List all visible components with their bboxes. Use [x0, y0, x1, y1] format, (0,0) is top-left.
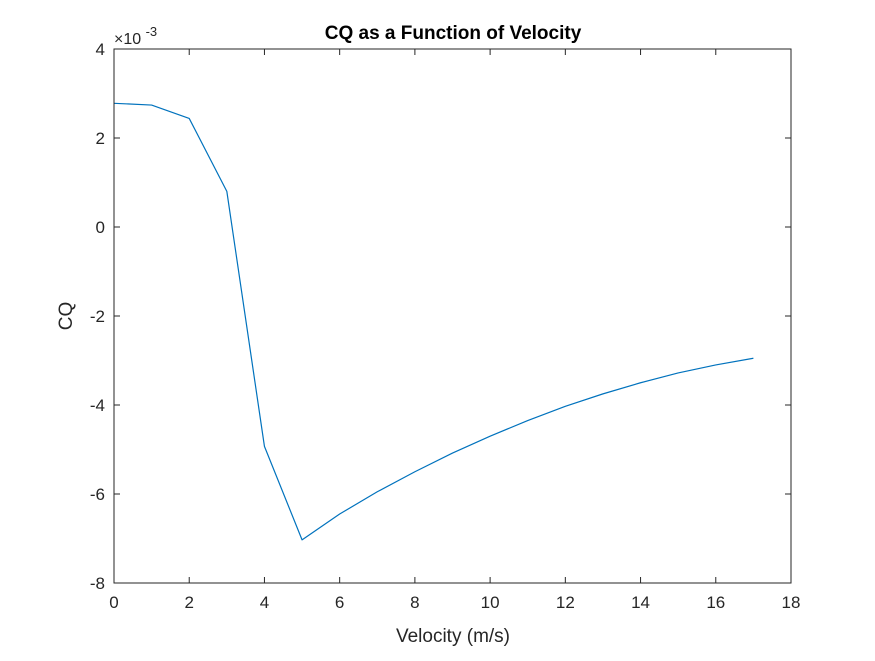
x-tick-label: 16 [706, 593, 725, 612]
x-tick-label: 18 [782, 593, 801, 612]
chart-title: CQ as a Function of Velocity [325, 23, 582, 44]
y-axis-label: CQ [56, 302, 77, 331]
x-axis-label: Velocity (m/s) [396, 626, 510, 647]
exponent-base: ×10 [114, 31, 141, 48]
x-tick-label: 14 [631, 593, 650, 612]
y-tick-label: 4 [96, 40, 105, 59]
y-exponent-label: ×10 -3 [114, 24, 157, 48]
series-layer [113, 102, 754, 541]
y-tick-label: 2 [96, 129, 105, 148]
x-tick-label: 2 [184, 593, 193, 612]
y-tick-label: -6 [90, 485, 105, 504]
series-line [113, 102, 754, 541]
x-tick-label: 8 [410, 593, 419, 612]
exponent-power: -3 [146, 24, 158, 39]
y-tick-label: -4 [90, 396, 105, 415]
x-tick-label: 4 [260, 593, 269, 612]
axes-layer: 0 2 4 6 8 10 12 14 16 18 -8 -6 -4 -2 0 2 4 [90, 40, 801, 612]
y-tick-label: -2 [90, 307, 105, 326]
x-tick-label: 0 [109, 593, 118, 612]
plot-area [114, 49, 791, 583]
y-tick-label: -8 [90, 574, 105, 593]
x-tick-label: 10 [481, 593, 500, 612]
y-tick-label: 0 [96, 218, 105, 237]
x-tick-label: 6 [335, 593, 344, 612]
svg-text:×10 -3: ×10 -3 [114, 24, 157, 48]
x-tick-label: 12 [556, 593, 575, 612]
